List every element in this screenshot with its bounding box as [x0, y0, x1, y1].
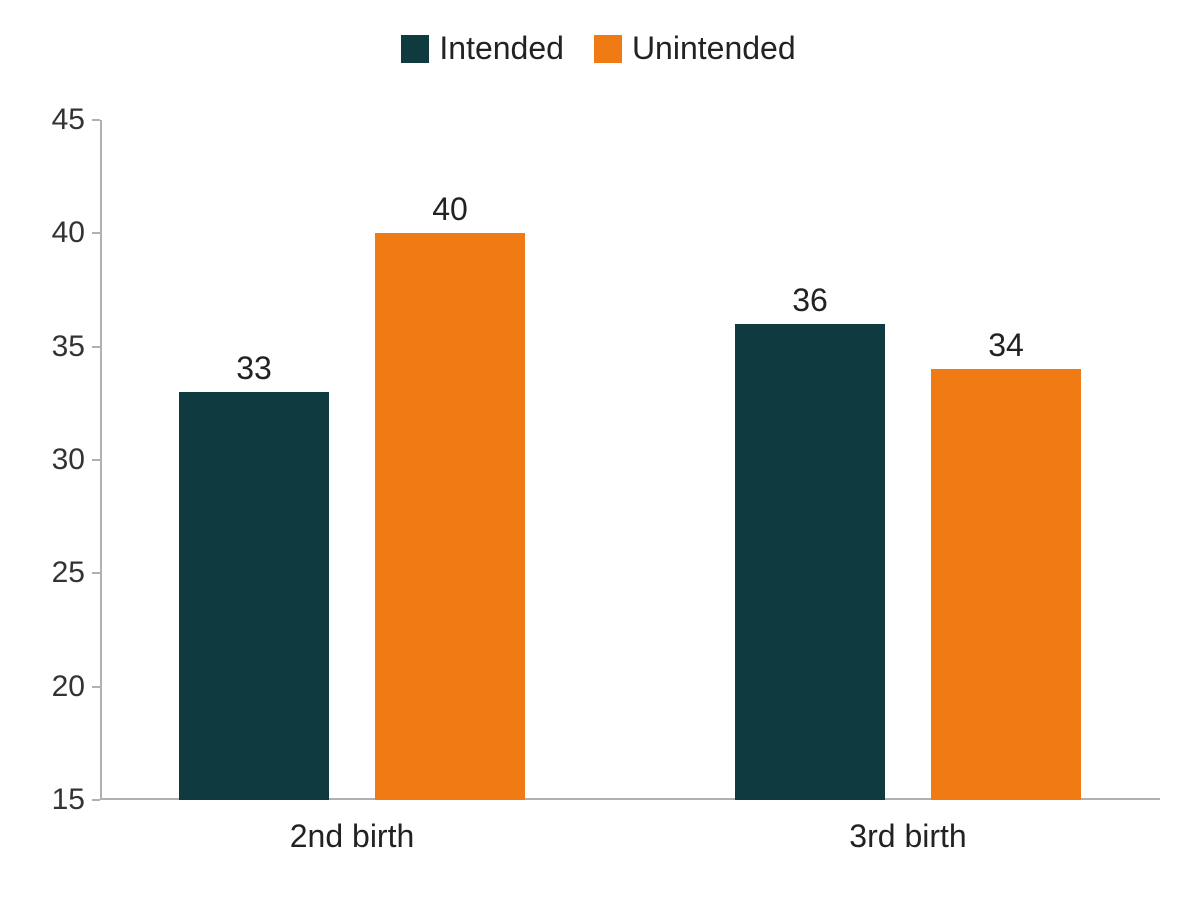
x-category-label: 3rd birth [849, 800, 966, 855]
y-tick-mark [92, 119, 100, 121]
y-tick-label: 45 [5, 103, 85, 137]
legend-swatch-unintended [594, 35, 622, 63]
y-tick-mark [92, 232, 100, 234]
legend-item-intended: Intended [401, 30, 564, 67]
legend-label-intended: Intended [439, 30, 564, 67]
y-tick-label: 30 [5, 443, 85, 477]
bar-value-label: 34 [931, 327, 1081, 364]
legend-swatch-intended [401, 35, 429, 63]
bar: 33 [179, 392, 329, 800]
y-tick-mark [92, 799, 100, 801]
bar: 40 [375, 233, 525, 800]
y-tick-mark [92, 572, 100, 574]
bar-value-label: 40 [375, 191, 525, 228]
y-tick-mark [92, 459, 100, 461]
x-category-label: 2nd birth [290, 800, 415, 855]
legend-item-unintended: Unintended [594, 30, 796, 67]
y-tick-label: 15 [5, 783, 85, 817]
y-tick-label: 40 [5, 216, 85, 250]
legend-label-unintended: Unintended [632, 30, 796, 67]
chart-container: Intended Unintended 15202530354045 33403… [0, 0, 1197, 897]
y-axis-line [100, 120, 102, 800]
bar: 36 [735, 324, 885, 800]
bar-value-label: 33 [179, 350, 329, 387]
plot-area: 15202530354045 33403634 2nd birth3rd bir… [100, 120, 1160, 800]
bar-value-label: 36 [735, 282, 885, 319]
y-tick-mark [92, 346, 100, 348]
legend: Intended Unintended [0, 30, 1197, 67]
y-tick-label: 35 [5, 330, 85, 364]
y-tick-label: 20 [5, 670, 85, 704]
bar: 34 [931, 369, 1081, 800]
y-tick-label: 25 [5, 556, 85, 590]
y-tick-mark [92, 686, 100, 688]
